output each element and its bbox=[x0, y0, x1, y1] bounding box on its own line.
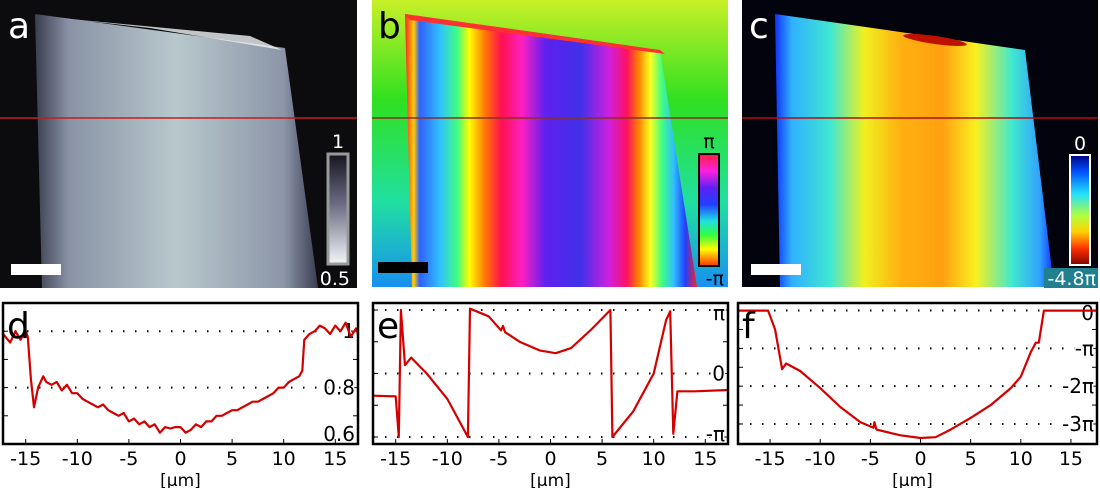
chart-d: 10.80.6-15 -10 -5 0 5 10 15[µm]d bbox=[1, 301, 360, 491]
y-tick-label: 0 bbox=[712, 362, 725, 386]
x-axis-label: [µm] bbox=[530, 471, 571, 488]
x-tick-label: -5 bbox=[861, 448, 880, 470]
x-tick-label: 10 bbox=[272, 448, 296, 470]
panel-letter-a: a bbox=[8, 6, 30, 47]
x-tick-label: -5 bbox=[489, 448, 508, 470]
y-tick-label: 0 bbox=[1081, 301, 1094, 325]
profile-line-f bbox=[738, 309, 1097, 440]
colorbar-max-label: 0 bbox=[1074, 133, 1086, 155]
x-tick-label: 15 bbox=[693, 448, 717, 470]
colorbar-min-label: 0.5 bbox=[320, 268, 350, 290]
scale-bar bbox=[378, 262, 428, 273]
panel-letter-c: c bbox=[749, 6, 769, 47]
panel-a-image: a 1 0.5 bbox=[0, 0, 357, 290]
plot-area bbox=[738, 303, 1097, 444]
scale-bar bbox=[751, 264, 801, 275]
scale-bar bbox=[11, 264, 61, 275]
x-axis-label: [µm] bbox=[160, 471, 201, 488]
x-tick-label: 5 bbox=[596, 448, 608, 470]
panel-letter-d: d bbox=[7, 306, 30, 347]
chart-e: π 0 -π -15 -10 -5 0 5 10 15 [µm] e bbox=[371, 300, 730, 491]
y-tick-label: -3π bbox=[1062, 412, 1094, 436]
y-tick-label: 0.6 bbox=[323, 422, 355, 446]
x-tick-label: 0 bbox=[914, 448, 926, 470]
y-tick-label: -π bbox=[1075, 336, 1094, 360]
x-tick-label: 10 bbox=[1009, 448, 1033, 470]
x-tick-label: -10 bbox=[805, 448, 836, 470]
y-tick-label: -π bbox=[706, 422, 725, 446]
colorbar-min-label: -π bbox=[706, 268, 724, 290]
x-tick-label: -15 bbox=[380, 448, 411, 470]
y-tick-label: 0.8 bbox=[323, 376, 355, 400]
profile-line-e bbox=[372, 307, 729, 439]
x-tick-label: -15 bbox=[10, 448, 41, 470]
y-tick-label: -2π bbox=[1062, 374, 1094, 398]
y-tick-label: π bbox=[713, 301, 725, 325]
profile-line-d bbox=[2, 321, 360, 434]
colorbar-c: 0 -4.8π bbox=[1044, 133, 1098, 290]
colorbar-b: π -π bbox=[698, 131, 724, 290]
panel-letter-e: e bbox=[377, 306, 399, 347]
panel-letter-b: b bbox=[378, 6, 401, 47]
x-tick-label: -10 bbox=[432, 448, 463, 470]
x-axis-label: [µm] bbox=[892, 471, 933, 488]
x-tick-label: 0 bbox=[544, 448, 556, 470]
x-tick-label: 15 bbox=[323, 448, 347, 470]
panel-letter-f: f bbox=[742, 306, 756, 347]
x-tick-label: 0 bbox=[174, 448, 186, 470]
x-tick-label: -10 bbox=[62, 448, 93, 470]
panel-c-image: c 0 -4.8π bbox=[742, 0, 1098, 290]
x-tick-label: -15 bbox=[755, 448, 786, 470]
plot-area bbox=[373, 303, 728, 444]
x-tick-label: 5 bbox=[965, 448, 977, 470]
plot-frame bbox=[736, 301, 1099, 446]
profile-charts: 10.80.6-15 -10 -5 0 5 10 15[µm]d π0-π-15 -10 -5 0 5… bbox=[1, 300, 1099, 491]
plot-area bbox=[3, 303, 358, 444]
chart-f: 0 -π -2π -3π -15 -10 -5 0 5 10 15 [µm] f bbox=[736, 300, 1099, 491]
colorbar-a: 1 0.5 bbox=[320, 131, 350, 290]
panel-b-image: b π -π bbox=[372, 0, 728, 290]
x-tick-label: -5 bbox=[119, 448, 138, 470]
colorbar-max-label: 1 bbox=[332, 131, 344, 153]
x-tick-label: 15 bbox=[1059, 448, 1083, 470]
x-tick-label: 5 bbox=[226, 448, 238, 470]
colorbar-max-label: π bbox=[703, 131, 714, 153]
colorbar-min-label: -4.8π bbox=[1047, 268, 1096, 290]
x-tick-label: 10 bbox=[642, 448, 666, 470]
